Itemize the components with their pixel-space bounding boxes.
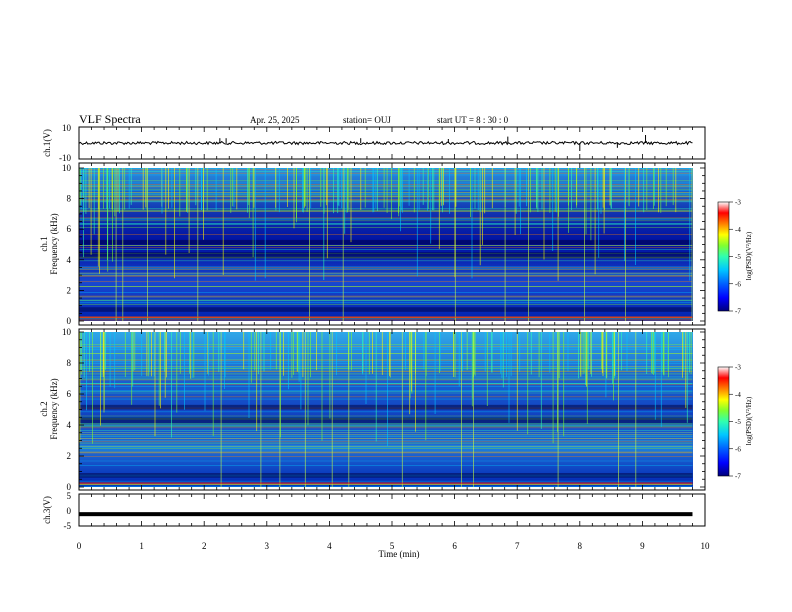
x-tick-label: 1 (139, 541, 144, 551)
colorbar-ch1: -3 -4 -5 -6 -7 log(PSD)(V²/Hz) (717, 199, 753, 316)
colorbar-tick-label: -7 (735, 473, 741, 481)
x-tick-label: 9 (640, 541, 645, 551)
ch1-spectrogram-features (79, 168, 693, 321)
ch2-ylabel-frequency: Frequency (kHz) (49, 378, 59, 439)
colorbar-tick-label: -6 (735, 445, 741, 453)
axis-ticks (78, 127, 706, 526)
ch1-ytick-bottom: -10 (59, 153, 71, 163)
dark-band (79, 404, 693, 410)
dark-band (79, 239, 693, 245)
y-tick-label: 6 (67, 224, 72, 234)
ch3-ytick-bottom: -5 (64, 521, 72, 531)
y-tick-label: 8 (67, 358, 72, 368)
ch2-spectrogram-ytick-labels: 0 2 4 6 8 10 (62, 327, 72, 492)
colorbar-tick-label: -3 (735, 364, 741, 372)
x-tick-label: 5 (390, 541, 395, 551)
ch2-ylabel-channel: ch.2 (39, 401, 49, 416)
y-tick-label: 2 (67, 451, 72, 461)
station-label: station= OUJ (343, 115, 391, 125)
y-tick-label: 4 (67, 420, 72, 430)
date-label: Apr. 25, 2025 (250, 115, 300, 125)
x-tick-label: 10 (701, 541, 711, 551)
ch3-ylabel: ch.3(V) (42, 496, 52, 524)
dark-band (79, 473, 693, 478)
ch3-ytick-top: 5 (67, 491, 72, 501)
y-tick-label: 2 (67, 285, 72, 295)
ch1-ylabel: ch.1(V) (42, 129, 52, 157)
ch1-spectrogram-panel: ch.1 Frequency (kHz) (39, 162, 706, 326)
ch3-ytick-mid: 0 (67, 506, 72, 516)
colorbar-ch2: -3 -4 -5 -6 -7 log(PSD)(V²/Hz) (717, 364, 753, 481)
colorbar-tick-label: -7 (735, 308, 741, 316)
colorbar-tick-label: -4 (735, 226, 741, 234)
dark-band (79, 307, 693, 312)
colorbar-tick-label: -3 (735, 199, 741, 207)
y-tick-label: 4 (67, 255, 72, 265)
colorbar-tick-label: -5 (735, 418, 741, 426)
x-tick-label: 4 (327, 541, 332, 551)
x-tick-label: 2 (202, 541, 207, 551)
ch3-waveform-trace (79, 512, 693, 517)
x-tick-labels: 0 1 2 3 4 5 6 7 8 9 10 (77, 541, 710, 551)
colorbar-tick-label: -5 (735, 253, 741, 261)
ch1-ytick-top: 10 (62, 123, 72, 133)
ch1-waveform-trace (78, 140, 693, 146)
x-tick-label: 0 (77, 541, 82, 551)
figure-title: VLF Spectra (79, 112, 141, 126)
ch1-ylabel-channel: ch.1 (39, 236, 49, 251)
colorbar-ch2-label: log(PSD)(V²/Hz) (745, 396, 753, 445)
ch1-spikes (219, 135, 647, 151)
x-tick-label: 6 (452, 541, 457, 551)
x-tick-label: 7 (515, 541, 520, 551)
ch2-spectrogram-features (79, 332, 693, 488)
x-tick-label: 3 (265, 541, 270, 551)
dark-band (79, 417, 693, 424)
y-tick-label: 0 (67, 482, 72, 492)
start-time-label: start UT = 8 : 30 : 0 (437, 115, 509, 125)
colorbar-tick-label: -4 (735, 391, 741, 399)
y-tick-label: 0 (67, 316, 72, 326)
ch2-spectrogram-panel: ch.2 Frequency (kHz) (39, 328, 706, 491)
colorbar-ch1-label: log(PSD)(V²/Hz) (745, 231, 753, 280)
y-tick-label: 10 (62, 163, 72, 173)
y-tick-label: 10 (62, 327, 72, 337)
ch1-ylabel-frequency: Frequency (kHz) (49, 213, 59, 274)
colorbar-tick-label: -6 (735, 280, 741, 288)
dark-band (79, 252, 693, 259)
x-tick-label: 8 (578, 541, 583, 551)
y-tick-label: 8 (67, 194, 72, 204)
y-tick-label: 6 (67, 389, 72, 399)
ch1-spectrogram-ytick-labels: 0 2 4 6 8 10 (62, 163, 72, 326)
x-axis-label: Time (min) (379, 549, 420, 559)
